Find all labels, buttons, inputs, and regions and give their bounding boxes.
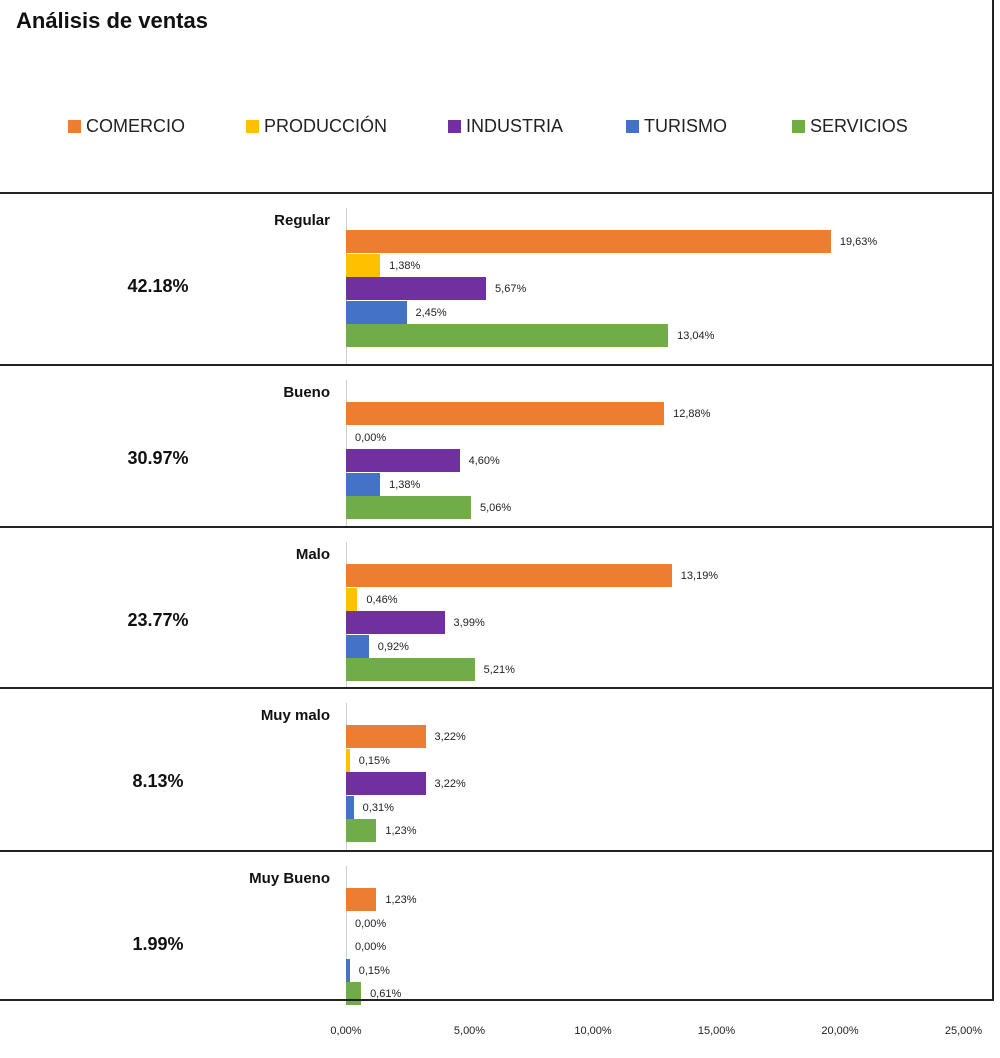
bar-regular-turismo (346, 300, 407, 324)
bar-muy-malo-comercio (346, 725, 426, 748)
value-label-malo-comercio: 13,19% (680, 570, 719, 582)
bar-muy-malo-industria (346, 772, 426, 795)
bar-malo-comercio (346, 564, 672, 587)
legend-item-turismo: TURISMO (626, 116, 727, 137)
bar-muy-malo-servicios (346, 819, 377, 842)
total-label-regular: 42.18% (127, 276, 189, 296)
axis-line-muy-bueno (346, 866, 347, 1000)
section-muy-bueno (0, 850, 994, 1000)
value-label-muy-malo-servicios: 1,23% (385, 825, 417, 837)
value-label-muy-bueno-industria: 0,00% (355, 941, 387, 953)
chart-title: Análisis de ventas (16, 8, 208, 33)
bar-muy-malo-turismo (346, 795, 354, 819)
bar-bueno-turismo (346, 472, 381, 496)
bar-muy-bueno-servicios (346, 982, 362, 1005)
value-label-regular-industria: 5,67% (495, 283, 527, 295)
x-tick-label-4: 20,00% (821, 1025, 859, 1037)
x-tick-label-2: 10,00% (574, 1025, 612, 1037)
bar-bueno-comercio (346, 402, 665, 425)
category-label-regular: Regular (274, 212, 330, 229)
section-bueno (0, 364, 994, 526)
legend-swatch-servicios (792, 120, 805, 133)
value-label-muy-bueno-turismo: 0,15% (358, 964, 390, 977)
value-label-bueno-servicios: 5,06% (479, 502, 512, 514)
value-label-bueno-comercio: 12,88% (673, 408, 711, 420)
total-label-muy-bueno: 1.99% (132, 934, 184, 954)
value-label-malo-produccion: 0,46% (366, 593, 398, 606)
bar-muy-bueno-turismo (346, 958, 350, 982)
legend-swatch-industria (448, 120, 461, 133)
value-label-regular-turismo: 2,45% (415, 306, 447, 319)
x-tick-label-5: 25,00% (944, 1025, 983, 1037)
x-tick-label-1: 5,00% (453, 1025, 486, 1037)
value-label-malo-turismo: 0,92% (377, 640, 409, 653)
value-label-muy-malo-industria: 3,22% (434, 778, 466, 790)
bar-regular-comercio (346, 230, 831, 253)
legend-label-comercio: COMERCIO (86, 116, 185, 136)
total-label-bueno: 30.97% (127, 448, 189, 468)
legend-label-turismo: TURISMO (644, 116, 727, 136)
bar-bueno-servicios (346, 496, 471, 519)
bar-malo-servicios (346, 658, 475, 681)
value-label-muy-malo-turismo: 0,31% (362, 801, 394, 814)
section-regular (0, 192, 994, 364)
x-tick-label-3: 15,00% (697, 1025, 736, 1037)
total-label-muy-malo: 8.13% (132, 771, 184, 791)
total-label-malo: 23.77% (127, 610, 189, 630)
value-label-muy-bueno-comercio: 1,23% (385, 894, 417, 906)
value-label-regular-servicios: 13,04% (677, 330, 715, 342)
legend-item-comercio: COMERCIO (68, 116, 185, 137)
bar-muy-bueno-comercio (346, 888, 377, 911)
bar-muy-malo-produccion (346, 748, 350, 772)
legend-item-servicios: SERVICIOS (792, 116, 908, 137)
top-right-border (992, 0, 994, 192)
bar-regular-industria (346, 277, 487, 300)
plot-bottom-border (0, 999, 994, 1001)
value-label-bueno-produccion: 0,00% (355, 431, 387, 444)
legend: COMERCIO PRODUCCIÓN INDUSTRIA TURISMO SERVIC… (0, 116, 1000, 142)
bar-malo-turismo (346, 634, 369, 658)
legend-item-industria: INDUSTRIA (448, 116, 563, 137)
category-label-malo: Malo (295, 546, 330, 563)
section-muy-malo (0, 687, 994, 850)
legend-label-servicios: SERVICIOS (810, 116, 908, 136)
legend-label-industria: INDUSTRIA (466, 116, 564, 136)
legend-swatch-turismo (626, 120, 639, 133)
bar-regular-produccion (346, 253, 381, 277)
value-label-muy-bueno-produccion: 0,00% (355, 917, 387, 930)
value-label-malo-servicios: 5,21% (483, 664, 515, 676)
value-label-muy-malo-comercio: 3,22% (434, 731, 466, 743)
value-label-muy-malo-produccion: 0,15% (358, 754, 390, 767)
value-label-regular-comercio: 19,63% (839, 236, 878, 248)
legend-swatch-produccion (246, 120, 259, 133)
value-label-bueno-turismo: 1,38% (389, 478, 421, 491)
legend-label-produccion: PRODUCCIÓN (264, 116, 388, 136)
category-label-bueno: Bueno (283, 384, 330, 401)
legend-swatch-comercio (68, 120, 81, 133)
value-label-regular-produccion: 1,38% (389, 259, 421, 272)
bar-bueno-industria (346, 449, 460, 472)
bar-regular-servicios (346, 324, 669, 347)
legend-item-produccion: PRODUCCIÓN (246, 116, 387, 137)
section-malo (0, 526, 994, 687)
value-label-malo-industria: 3,99% (453, 617, 485, 629)
bar-malo-industria (346, 611, 445, 634)
category-label-muy-malo: Muy malo (260, 707, 330, 724)
category-label-muy-bueno: Muy Bueno (249, 870, 330, 887)
bar-malo-produccion (346, 587, 358, 611)
x-tick-label-0: 0,00% (330, 1025, 362, 1037)
value-label-muy-bueno-servicios: 0,61% (370, 988, 402, 1000)
value-label-bueno-industria: 4,60% (468, 455, 500, 467)
